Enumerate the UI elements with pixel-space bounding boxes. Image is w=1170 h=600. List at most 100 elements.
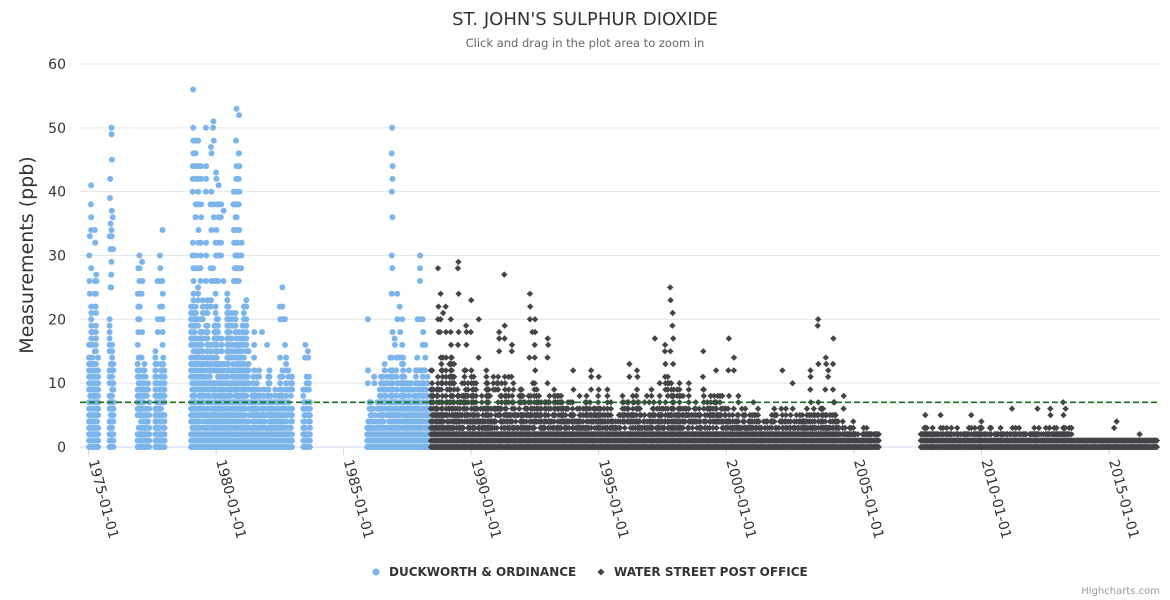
- data-point[interactable]: [110, 367, 117, 374]
- data-point[interactable]: [213, 169, 220, 176]
- data-point[interactable]: [483, 367, 490, 374]
- data-point[interactable]: [648, 392, 655, 400]
- data-point[interactable]: [587, 367, 595, 374]
- data-point[interactable]: [669, 360, 677, 368]
- data-point[interactable]: [208, 303, 214, 310]
- data-point[interactable]: [279, 284, 286, 291]
- data-point[interactable]: [667, 297, 674, 304]
- data-point[interactable]: [725, 392, 733, 400]
- data-point[interactable]: [523, 418, 530, 425]
- data-point[interactable]: [226, 329, 233, 336]
- data-point[interactable]: [244, 373, 251, 380]
- data-point[interactable]: [1053, 424, 1060, 432]
- data-point[interactable]: [159, 329, 166, 336]
- data-point[interactable]: [626, 373, 633, 380]
- data-point[interactable]: [215, 182, 222, 189]
- data-point[interactable]: [450, 373, 458, 380]
- data-point[interactable]: [159, 290, 166, 297]
- data-point[interactable]: [954, 424, 961, 432]
- data-point[interactable]: [283, 380, 290, 387]
- data-point[interactable]: [253, 380, 260, 387]
- data-point[interactable]: [245, 367, 252, 374]
- data-point[interactable]: [468, 367, 475, 374]
- data-point[interactable]: [588, 373, 595, 380]
- data-point[interactable]: [447, 386, 454, 393]
- data-point[interactable]: [195, 188, 202, 195]
- data-point[interactable]: [146, 412, 153, 419]
- data-point[interactable]: [251, 367, 258, 374]
- data-point[interactable]: [106, 329, 113, 336]
- data-point[interactable]: [208, 278, 215, 284]
- data-point[interactable]: [198, 175, 205, 182]
- data-point[interactable]: [396, 303, 403, 310]
- data-point[interactable]: [371, 373, 378, 380]
- data-point[interactable]: [722, 411, 729, 419]
- data-point[interactable]: [625, 399, 632, 406]
- data-point[interactable]: [834, 418, 842, 425]
- data-point[interactable]: [95, 437, 102, 444]
- data-point[interactable]: [758, 424, 765, 432]
- data-point[interactable]: [143, 392, 150, 399]
- data-point[interactable]: [461, 380, 468, 387]
- data-point[interactable]: [437, 290, 444, 297]
- data-point[interactable]: [456, 405, 464, 412]
- data-point[interactable]: [442, 303, 449, 310]
- data-point[interactable]: [501, 380, 509, 387]
- data-point[interactable]: [282, 341, 288, 348]
- data-point[interactable]: [450, 360, 458, 368]
- data-point[interactable]: [729, 411, 736, 419]
- data-point[interactable]: [195, 227, 202, 233]
- data-point[interactable]: [109, 392, 116, 399]
- data-point[interactable]: [494, 380, 502, 387]
- data-point[interactable]: [107, 195, 113, 201]
- data-point[interactable]: [110, 437, 117, 444]
- series-water-street-post-office[interactable]: [427, 258, 1161, 451]
- data-point[interactable]: [664, 386, 671, 393]
- data-point[interactable]: [422, 367, 428, 374]
- data-point[interactable]: [234, 175, 241, 182]
- data-point[interactable]: [92, 239, 99, 246]
- data-point[interactable]: [840, 392, 847, 400]
- data-point[interactable]: [509, 392, 516, 400]
- data-point[interactable]: [146, 437, 153, 444]
- data-point[interactable]: [685, 424, 692, 432]
- data-point[interactable]: [289, 437, 295, 444]
- data-point[interactable]: [633, 386, 641, 393]
- data-point[interactable]: [192, 150, 199, 157]
- data-point[interactable]: [388, 290, 395, 297]
- data-point[interactable]: [161, 418, 168, 425]
- data-point[interactable]: [95, 431, 102, 438]
- data-point[interactable]: [95, 354, 102, 361]
- data-point[interactable]: [475, 354, 482, 361]
- data-point[interactable]: [94, 418, 100, 425]
- data-point[interactable]: [152, 367, 159, 374]
- data-point[interactable]: [685, 380, 692, 387]
- data-point[interactable]: [550, 386, 558, 393]
- data-point[interactable]: [207, 265, 214, 272]
- data-point[interactable]: [364, 316, 371, 323]
- data-point[interactable]: [450, 380, 458, 387]
- data-point[interactable]: [202, 188, 209, 195]
- data-point[interactable]: [643, 392, 651, 400]
- data-point[interactable]: [161, 437, 168, 444]
- data-point[interactable]: [779, 367, 786, 374]
- data-point[interactable]: [735, 418, 742, 425]
- data-point[interactable]: [713, 405, 720, 412]
- data-point[interactable]: [815, 411, 822, 419]
- data-point[interactable]: [490, 380, 497, 387]
- data-point[interactable]: [439, 405, 446, 412]
- data-point[interactable]: [617, 424, 624, 432]
- data-point[interactable]: [135, 316, 142, 323]
- data-point[interactable]: [579, 418, 587, 425]
- data-point[interactable]: [508, 341, 516, 349]
- data-point[interactable]: [550, 418, 558, 425]
- data-point[interactable]: [793, 411, 800, 419]
- data-point[interactable]: [272, 386, 279, 393]
- data-point[interactable]: [92, 290, 99, 297]
- data-point[interactable]: [388, 150, 395, 157]
- data-point[interactable]: [146, 424, 153, 431]
- data-point[interactable]: [379, 373, 386, 380]
- data-point[interactable]: [225, 303, 232, 310]
- data-point[interactable]: [160, 354, 167, 361]
- data-point[interactable]: [110, 412, 117, 419]
